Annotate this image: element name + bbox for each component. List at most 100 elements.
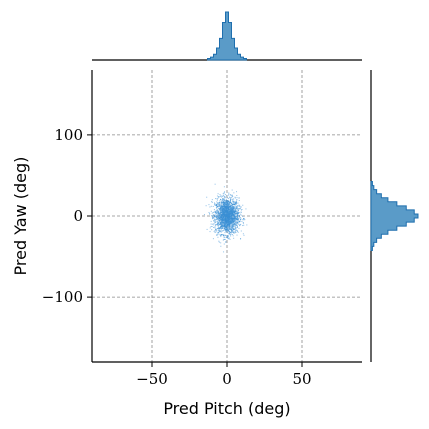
scatter-point: [232, 207, 234, 209]
scatter-point: [218, 206, 220, 208]
scatter-point: [239, 223, 241, 225]
scatter-point: [220, 224, 222, 226]
scatter-point: [237, 207, 239, 209]
scatter-point: [228, 221, 230, 223]
scatter-point: [223, 222, 225, 224]
scatter-point: [219, 201, 221, 203]
scatter-point: [229, 207, 231, 209]
scatter-point: [206, 228, 208, 230]
scatter-point: [231, 227, 233, 229]
scatter-point: [216, 208, 218, 210]
scatter-point: [234, 213, 236, 215]
scatter-point: [219, 203, 221, 205]
scatter-point: [228, 201, 230, 203]
scatter-point: [223, 234, 225, 236]
scatter-point: [235, 216, 237, 218]
scatter-point: [228, 209, 230, 211]
scatter-point: [217, 219, 219, 221]
scatter-point: [230, 229, 232, 231]
scatter-point: [217, 236, 219, 238]
scatter-point: [224, 214, 226, 216]
scatter-point: [230, 215, 232, 217]
scatter-point: [234, 230, 236, 232]
scatter-point: [234, 217, 236, 219]
scatter-point: [232, 218, 234, 220]
scatter-point: [217, 223, 219, 225]
scatter-point: [234, 209, 236, 211]
scatter-point: [223, 213, 225, 215]
scatter-point: [212, 218, 214, 220]
scatter-point: [225, 229, 227, 231]
scatter-point: [214, 226, 216, 228]
scatter-point: [224, 224, 226, 226]
scatter-point: [228, 217, 230, 219]
scatter-point: [219, 219, 221, 221]
scatter-point: [233, 210, 235, 212]
scatter-point: [232, 205, 234, 207]
scatter-point: [231, 207, 233, 209]
scatter-point: [222, 213, 224, 215]
scatter-point: [225, 206, 227, 208]
scatter-point: [226, 217, 228, 219]
scatter-point: [219, 195, 221, 197]
scatter-point: [222, 220, 224, 222]
scatter-point: [243, 218, 245, 220]
scatter-point: [225, 212, 227, 214]
scatter-point: [233, 207, 235, 209]
scatter-point: [225, 211, 227, 213]
scatter-point: [234, 226, 236, 228]
scatter-point: [218, 219, 220, 221]
scatter-point: [221, 230, 223, 232]
scatter-point: [212, 215, 214, 217]
scatter-point: [219, 224, 221, 226]
scatter-point: [223, 192, 225, 194]
scatter-point: [228, 215, 230, 217]
scatter-point: [231, 234, 233, 236]
scatter-point: [215, 229, 217, 231]
scatter-point: [231, 218, 233, 220]
scatter-point: [227, 235, 229, 237]
scatter-point: [221, 221, 223, 223]
scatter-point: [224, 215, 226, 217]
scatter-point: [223, 215, 225, 217]
scatter-point: [227, 227, 229, 229]
scatter-point: [221, 212, 223, 214]
scatter-point: [231, 216, 233, 218]
scatter-point: [232, 198, 234, 200]
scatter-point: [216, 230, 218, 232]
scatter-point: [226, 213, 228, 215]
scatter-point: [222, 222, 224, 224]
scatter-point: [212, 238, 214, 240]
scatter-point: [227, 224, 229, 226]
scatter-point: [222, 221, 224, 223]
scatter-point: [237, 213, 239, 215]
scatter-point: [218, 231, 220, 233]
scatter-point: [234, 210, 236, 212]
scatter-point: [233, 221, 235, 223]
scatter-point: [226, 215, 228, 217]
scatter-point: [221, 215, 223, 217]
scatter-point: [228, 229, 230, 231]
scatter-point: [214, 204, 216, 206]
scatter-point: [227, 207, 229, 209]
scatter-point: [228, 219, 230, 221]
scatter-point: [216, 229, 218, 231]
scatter-point: [212, 212, 214, 214]
scatter-point: [224, 223, 226, 225]
scatter-point: [220, 221, 222, 223]
scatter-point: [220, 204, 222, 206]
scatter-point: [236, 234, 238, 236]
scatter-point: [237, 202, 239, 204]
scatter-point: [224, 205, 226, 207]
scatter-point: [218, 216, 220, 218]
scatter-point: [221, 211, 223, 213]
scatter-point: [230, 207, 232, 209]
scatter-point: [228, 213, 230, 215]
scatter-point: [214, 216, 216, 218]
scatter-point: [225, 207, 227, 209]
scatter-point: [225, 242, 227, 244]
scatter-point: [235, 218, 237, 220]
scatter-point: [221, 222, 223, 224]
scatter-point: [218, 240, 220, 242]
scatter-point: [236, 221, 238, 223]
